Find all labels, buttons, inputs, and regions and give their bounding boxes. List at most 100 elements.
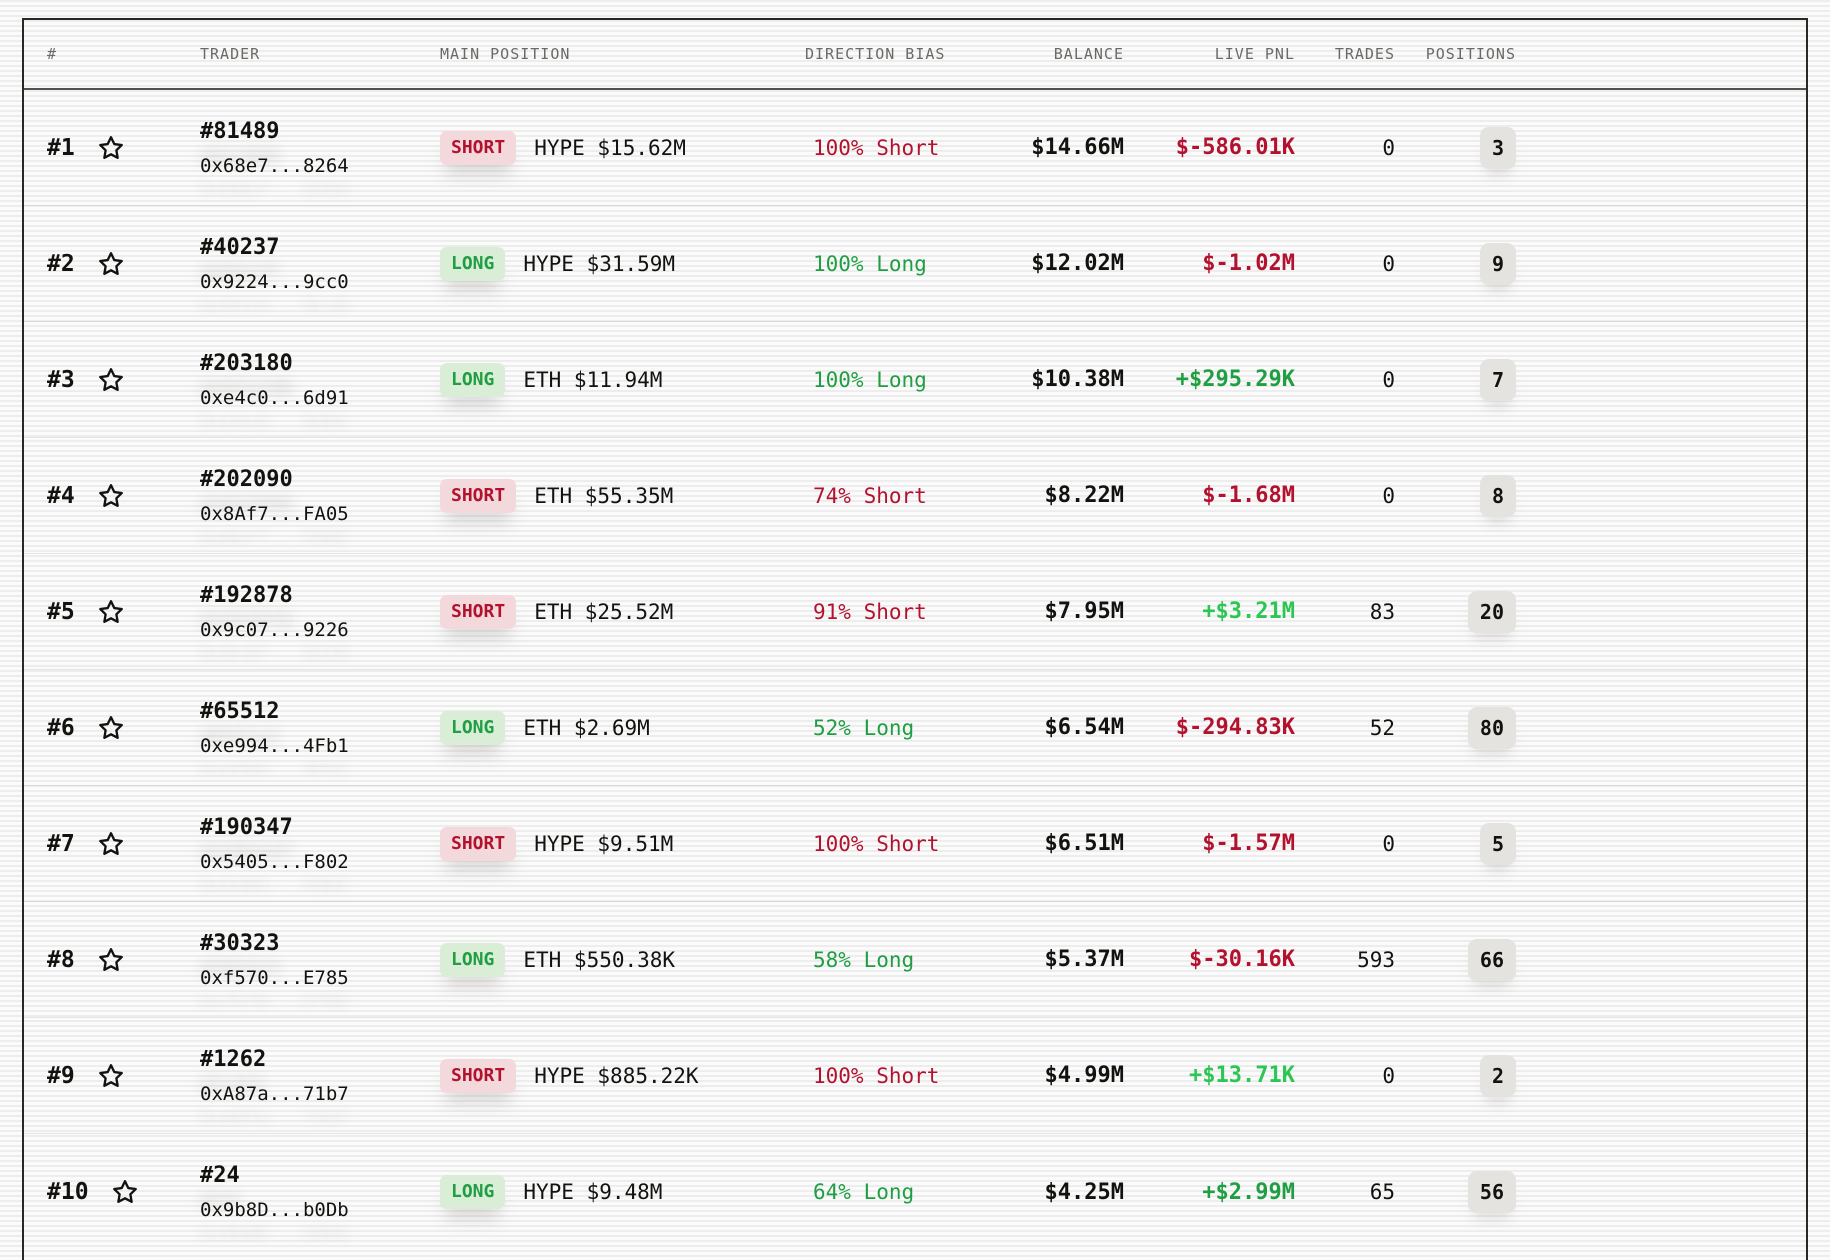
positions-count-badge: 80 [1467, 706, 1516, 749]
main-position-cell: SHORT HYPE $9.51M [440, 826, 805, 861]
table-row[interactable]: #9 #1262 0xA87a...71b7 SHORT HYPE $885.2… [24, 1018, 1806, 1134]
positions-cell: 5 [1395, 822, 1516, 865]
side-badge: LONG [440, 246, 506, 281]
rank-label: #9 [47, 1062, 75, 1089]
favorite-star-icon[interactable] [97, 366, 125, 394]
trader-cell: #192878 0x9c07...9226 [200, 583, 440, 641]
main-position-value: ETH $25.52M [534, 599, 674, 624]
trades-value: 0 [1382, 367, 1395, 392]
positions-count-badge: 8 [1479, 474, 1516, 517]
balance-value: $4.99M [1044, 1063, 1124, 1088]
table-row[interactable]: #4 #202090 0x8Af7...FA05 SHORT ETH $55.3… [24, 438, 1806, 554]
trader-name[interactable]: #24 [200, 1163, 240, 1188]
trader-address[interactable]: 0xA87a...71b7 [200, 1082, 349, 1105]
balance-value: $5.37M [1044, 947, 1124, 972]
trader-name[interactable]: #203180 [200, 350, 293, 376]
table-row[interactable]: #3 #203180 0xe4c0...6d91 LONG ETH $11.94… [24, 322, 1806, 438]
positions-count-badge: 7 [1479, 358, 1516, 401]
table-row[interactable]: #6 #65512 0xe994...4Fb1 LONG ETH $2.69M … [24, 670, 1806, 786]
trader-cell: #203180 0xe4c0...6d91 [200, 351, 440, 409]
positions-cell: 20 [1395, 590, 1516, 633]
positions-count-badge: 9 [1479, 242, 1516, 285]
main-position-cell: SHORT HYPE $15.62M [440, 130, 805, 165]
direction-bias-cell: 100% Short [805, 1064, 974, 1088]
balance-value: $6.54M [1044, 715, 1124, 740]
side-badge: SHORT [440, 478, 517, 513]
rank-label: #5 [47, 598, 75, 625]
table-row[interactable]: #7 #190347 0x5405...F802 SHORT HYPE $9.5… [24, 786, 1806, 902]
favorite-star-icon[interactable] [97, 250, 125, 278]
direction-bias-value: 100% Long [813, 367, 927, 392]
column-header-trades: TRADES [1334, 45, 1395, 63]
rank-cell: #8 [24, 946, 200, 974]
direction-bias-cell: 100% Long [805, 368, 974, 392]
table-row[interactable]: #8 #30323 0xf570...E785 LONG ETH $550.38… [24, 902, 1806, 1018]
table-row[interactable]: #5 #192878 0x9c07...9226 SHORT ETH $25.5… [24, 554, 1806, 670]
trader-address[interactable]: 0x8Af7...FA05 [200, 502, 349, 525]
rank-label: #3 [47, 366, 75, 393]
table-row[interactable]: #10 #24 0x9b8D...b0Db LONG HYPE $9.48M 6… [24, 1134, 1806, 1250]
trades-value: 83 [1369, 599, 1395, 624]
favorite-star-icon[interactable] [111, 1178, 139, 1206]
main-position-value: ETH $55.35M [534, 483, 674, 508]
favorite-star-icon[interactable] [97, 714, 125, 742]
trader-cell: #81489 0x68e7...8264 [200, 119, 440, 177]
trader-name[interactable]: #192878 [200, 582, 293, 608]
rank-label: #8 [47, 946, 75, 973]
main-position-value: HYPE $9.48M [523, 1180, 663, 1204]
favorite-star-icon[interactable] [97, 830, 125, 858]
favorite-star-icon[interactable] [97, 134, 125, 162]
direction-bias-cell: 74% Short [805, 484, 974, 508]
favorite-star-icon[interactable] [97, 598, 125, 626]
trader-cell: #24 0x9b8D...b0Db [200, 1163, 440, 1221]
rank-cell: #5 [24, 598, 200, 626]
live-pnl-value: $-586.01K [1175, 135, 1295, 160]
live-pnl-value: +$295.29K [1175, 367, 1295, 392]
favorite-star-icon[interactable] [97, 482, 125, 510]
balance-value: $6.51M [1044, 831, 1124, 856]
direction-bias-cell: 91% Short [805, 600, 974, 624]
positions-cell: 66 [1395, 938, 1516, 981]
trader-cell: #202090 0x8Af7...FA05 [200, 467, 440, 525]
trader-name[interactable]: #81489 [200, 118, 280, 144]
trader-address[interactable]: 0x68e7...8264 [200, 154, 349, 177]
main-position-value: ETH $550.38K [523, 947, 676, 972]
trader-name[interactable]: #190347 [200, 814, 293, 840]
table-row[interactable]: #2 #40237 0x9224...9cc0 LONG HYPE $31.59… [24, 206, 1806, 322]
trader-address[interactable]: 0xe994...4Fb1 [200, 734, 349, 757]
trader-name[interactable]: #202090 [200, 466, 293, 492]
trades-value: 0 [1382, 135, 1395, 160]
positions-count-badge: 2 [1479, 1054, 1516, 1097]
trader-address[interactable]: 0x9b8D...b0Db [200, 1199, 349, 1221]
main-position-value: ETH $2.69M [523, 715, 650, 740]
trader-address[interactable]: 0x9224...9cc0 [200, 270, 349, 293]
trader-address[interactable]: 0xe4c0...6d91 [200, 386, 349, 409]
rank-label: #1 [47, 134, 75, 161]
trades-value: 593 [1357, 947, 1395, 972]
trader-address[interactable]: 0x5405...F802 [200, 850, 349, 873]
positions-cell: 56 [1395, 1171, 1516, 1213]
main-position-cell: SHORT ETH $25.52M [440, 594, 805, 629]
balance-value: $10.38M [1031, 367, 1124, 392]
favorite-star-icon[interactable] [97, 1062, 125, 1090]
trader-name[interactable]: #30323 [200, 930, 280, 956]
direction-bias-value: 91% Short [813, 599, 927, 624]
live-pnl-value: $-30.16K [1189, 947, 1295, 972]
positions-cell: 3 [1395, 126, 1516, 169]
rank-cell: #7 [24, 830, 200, 858]
rank-cell: #9 [24, 1062, 200, 1090]
trader-address[interactable]: 0x9c07...9226 [200, 618, 349, 641]
direction-bias-value: 52% Long [813, 715, 915, 740]
live-pnl-value: +$2.99M [1202, 1179, 1295, 1205]
trader-name[interactable]: #65512 [200, 698, 280, 724]
trader-cell: #30323 0xf570...E785 [200, 931, 440, 989]
trader-name[interactable]: #40237 [200, 234, 280, 260]
favorite-star-icon[interactable] [97, 946, 125, 974]
positions-cell: 8 [1395, 474, 1516, 517]
trader-name[interactable]: #1262 [200, 1046, 267, 1072]
balance-value: $4.25M [1044, 1179, 1124, 1205]
trader-address[interactable]: 0xf570...E785 [200, 966, 349, 989]
table-row[interactable]: #1 #81489 0x68e7...8264 SHORT HYPE $15.6… [24, 90, 1806, 206]
live-pnl-value: $-1.68M [1202, 483, 1295, 508]
live-pnl-value: $-1.02M [1202, 251, 1295, 276]
